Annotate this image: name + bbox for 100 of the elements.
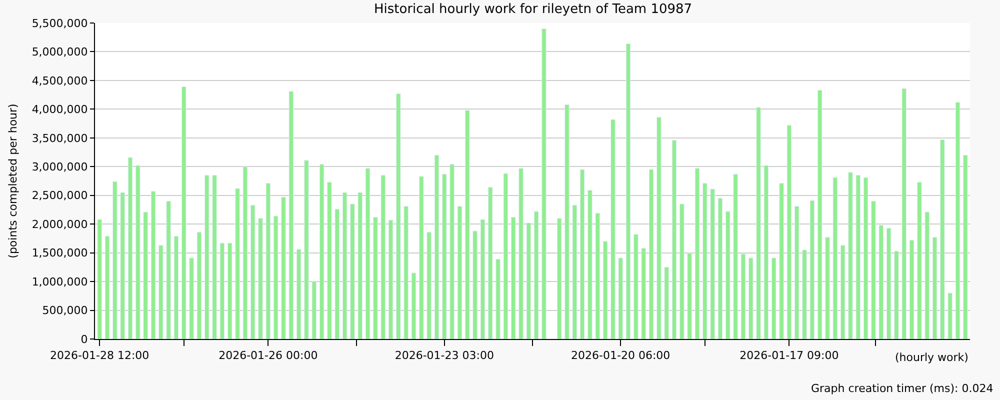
bar: [250, 204, 256, 339]
bar: [457, 206, 462, 339]
y-tick-label: 3,000,000: [32, 160, 88, 174]
bar: [848, 172, 853, 339]
bar: [626, 43, 631, 339]
bar: [258, 218, 263, 339]
bar: [158, 245, 164, 339]
bar: [542, 28, 546, 339]
y-tick-label: 500,000: [42, 304, 88, 318]
y-tick-label: 3,500,000: [32, 132, 88, 145]
bar: [556, 218, 562, 339]
bar: [687, 253, 692, 339]
bar: [120, 192, 125, 339]
bar: [595, 212, 600, 339]
bar: [641, 248, 646, 339]
y-tick-label: 2,000,000: [32, 218, 88, 231]
bar: [856, 175, 860, 339]
bar: [503, 173, 508, 339]
bar: [196, 232, 202, 339]
x-tick-label: 2026-01-26 00:00: [218, 349, 318, 362]
bar: [450, 164, 454, 339]
bar: [174, 236, 179, 339]
bar: [235, 188, 240, 339]
bar: [680, 204, 684, 339]
bar: [143, 212, 148, 339]
bar: [189, 258, 194, 339]
bar: [342, 192, 348, 339]
bar: [373, 216, 378, 339]
x-tick-label: 2026-01-20 06:00: [571, 349, 670, 362]
bar: [648, 169, 654, 339]
bar: [419, 176, 424, 339]
y-tick-label: 5,000,000: [32, 46, 88, 59]
bar: [602, 241, 608, 339]
bar: [726, 211, 730, 339]
y-tick-label: 4,000,000: [32, 103, 88, 116]
bar: [786, 125, 792, 339]
bar: [702, 183, 708, 339]
bar: [304, 160, 309, 339]
y-tick-label: 2,500,000: [32, 189, 88, 202]
bar: [380, 175, 386, 339]
bar: [150, 191, 156, 339]
bar: [227, 242, 232, 339]
bar: [588, 190, 592, 339]
bar: [510, 216, 516, 339]
bar: [358, 192, 362, 339]
bar: [618, 258, 623, 339]
bar: [817, 90, 822, 339]
bar: [740, 254, 746, 339]
bar: [572, 204, 577, 339]
x-tick-label: 2026-01-23 03:00: [394, 349, 494, 362]
bar: [411, 272, 416, 339]
bar: [404, 206, 408, 339]
bar: [832, 177, 838, 339]
y-axis-title: (points completed per hour): [6, 104, 20, 258]
y-tick-label: 5,500,000: [32, 16, 88, 30]
chart-title: Historical hourly work for rileyetn of Team 10987: [374, 2, 692, 17]
bar: [526, 222, 532, 339]
bar: [242, 166, 248, 339]
bar: [434, 154, 440, 339]
y-tick-label: 1,000,000: [32, 275, 88, 288]
bar: [886, 228, 892, 339]
bar: [488, 187, 493, 339]
bar: [465, 110, 470, 339]
x-tick-label: 2026-01-28 12:00: [50, 349, 150, 362]
bar: [672, 140, 677, 339]
bar: [104, 236, 110, 339]
bar: [97, 219, 102, 339]
bar: [472, 230, 478, 339]
bar: [204, 175, 210, 339]
bar: [442, 174, 447, 339]
bar: [273, 216, 278, 339]
bar: [917, 182, 922, 339]
bar: [772, 258, 776, 339]
bar: [794, 206, 800, 339]
bar: [909, 240, 914, 339]
bar: [564, 104, 570, 339]
text: Graph creation timer (ms): 0.024: [811, 382, 994, 395]
bar: [128, 157, 133, 339]
bar: [710, 188, 715, 339]
y-tick-label: 1,500,000: [32, 246, 88, 260]
bar: [166, 200, 171, 339]
bar: [220, 242, 225, 339]
bar: [756, 107, 761, 339]
bar: [319, 164, 324, 339]
bar: [840, 245, 846, 339]
bar: [955, 102, 960, 339]
bar: [694, 168, 700, 339]
bar: [136, 165, 140, 339]
bar: [810, 200, 815, 339]
bar: [963, 154, 968, 339]
bar: [825, 237, 830, 339]
bar: [871, 200, 876, 339]
bar: [365, 168, 370, 339]
bar: [718, 198, 723, 339]
bar: [182, 86, 186, 339]
bar: [924, 212, 930, 339]
bar: [288, 91, 294, 339]
bar: [733, 174, 738, 339]
bar: [779, 183, 784, 339]
bar: [580, 169, 585, 339]
